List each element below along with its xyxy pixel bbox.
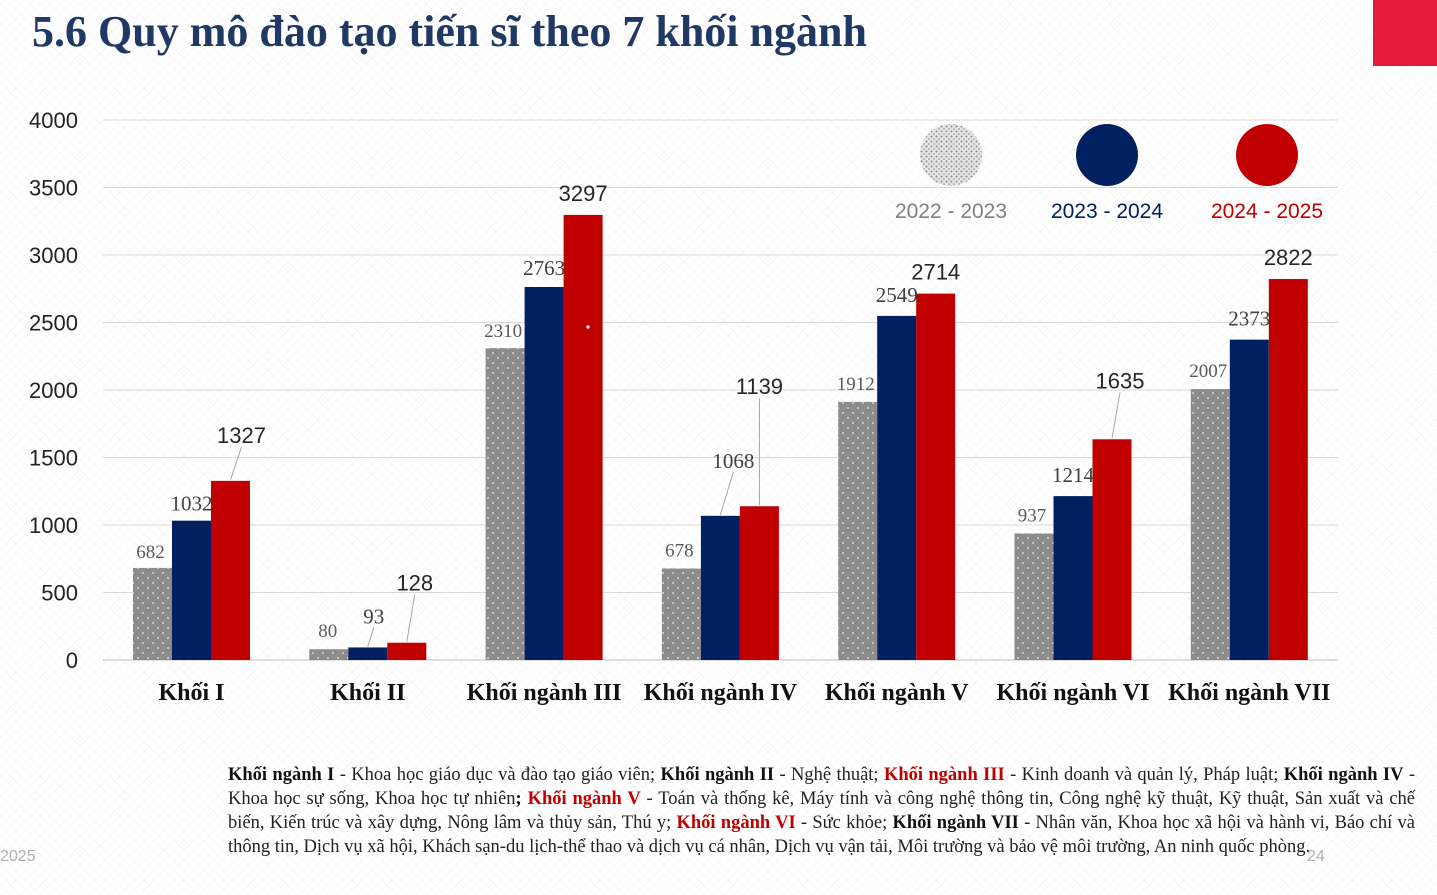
data-label: 1214 <box>1052 463 1095 487</box>
data-label: 1068 <box>712 449 754 473</box>
footnote-definitions: Khối ngành I - Khoa học giáo dục và đào … <box>228 763 1415 859</box>
bar <box>485 348 525 660</box>
bar <box>1092 439 1132 660</box>
legend-swatch <box>920 124 982 186</box>
footnote-term: Khối ngành II <box>660 765 775 785</box>
data-label: 80 <box>318 621 337 642</box>
bars <box>133 214 1308 660</box>
bar <box>309 649 349 660</box>
data-label: 2549 <box>876 283 918 307</box>
data-labels: 682 1032 1327 80 93 128 2310 2763 3297 678 1068 113… <box>136 181 1313 642</box>
watermark-icon <box>583 322 597 339</box>
footer-year: 2025 <box>0 848 36 865</box>
leader-line <box>1111 392 1121 439</box>
x-category-label: Khối II <box>330 680 405 706</box>
x-category-label: Khối ngành IV <box>644 680 798 706</box>
y-tick-label: 3000 <box>29 243 78 268</box>
y-tick-label: 1500 <box>29 446 78 471</box>
y-tick-label: 1000 <box>29 513 78 538</box>
footnote-term: Khối ngành IV <box>1283 765 1404 785</box>
footnote-term: ; <box>515 789 522 809</box>
footnote-term: Khối ngành VII <box>892 813 1019 833</box>
data-label: 93 <box>363 604 384 628</box>
bar <box>1014 533 1054 660</box>
footnote-term: Khối ngành I <box>228 765 335 785</box>
legend-label: 2024 - 2025 <box>1211 200 1323 223</box>
label-leader-lines <box>230 392 1121 647</box>
y-axis-ticks: 0 500 1000 1500 2000 2500 3000 3500 4000 <box>29 108 78 673</box>
bar <box>916 293 956 660</box>
data-label: 678 <box>665 540 694 561</box>
footnote-term: Khối ngành III <box>883 765 1005 785</box>
bar <box>211 480 250 660</box>
x-axis-categories: Khối I Khối II Khối ngành III Khối ngành IV… <box>158 680 1330 706</box>
x-category-label: Khối I <box>158 680 224 706</box>
footnote-term: Khối ngành VI <box>676 813 796 833</box>
bar <box>524 286 564 660</box>
bar <box>877 315 917 660</box>
page-number: 24 <box>1307 848 1325 865</box>
footnote-term: Khối ngành V <box>527 789 641 809</box>
data-label: 3297 <box>559 181 608 206</box>
footnote-text: - Toán và thống kê, Máy tính và công ngh… <box>228 789 1415 833</box>
corner-accent-block <box>1373 0 1437 66</box>
footnote-text: - Khoa học giáo dục và đào tạo giáo viên… <box>334 765 661 785</box>
bar <box>1268 279 1308 660</box>
bar <box>838 401 878 660</box>
footnote-text: - Khoa học sự sống, Khoa học tự nhiên <box>228 765 1415 809</box>
footnote-text: - Nhân văn, Khoa học xã hội và hành vi, … <box>228 813 1415 857</box>
data-label: 1635 <box>1096 368 1145 393</box>
data-label: 682 <box>136 542 165 563</box>
bar <box>700 515 740 660</box>
bar <box>1053 496 1093 660</box>
bar <box>172 520 211 660</box>
data-label: 1139 <box>736 374 783 399</box>
legend-label: 2023 - 2024 <box>1051 200 1163 223</box>
x-category-label: Khối ngành VI <box>997 680 1150 706</box>
slide-title: 5.6 Quy mô đào tạo tiến sĩ theo 7 khối n… <box>32 7 867 56</box>
data-label: 2310 <box>484 321 522 342</box>
leader-line <box>719 471 734 515</box>
y-tick-label: 3500 <box>29 176 78 201</box>
y-tick-label: 4000 <box>29 108 78 133</box>
data-label: 2763 <box>523 256 565 280</box>
bar <box>387 642 427 660</box>
data-label: 2373 <box>1228 307 1270 331</box>
bar <box>739 506 779 660</box>
leader-line <box>230 446 242 481</box>
gridlines <box>103 119 1338 661</box>
x-category-label: Khối ngành VII <box>1168 680 1330 706</box>
legend-swatch <box>1076 124 1138 186</box>
bar <box>1190 389 1230 660</box>
footnote-text: - Kinh doanh và quản lý, Pháp luật; <box>1004 765 1284 785</box>
leader-line <box>367 627 375 647</box>
x-category-label: Khối ngành V <box>825 680 969 706</box>
data-label: 1327 <box>217 423 266 448</box>
legend: 2022 - 2023 2023 - 2024 2024 - 2025 <box>895 124 1323 223</box>
data-label: 2714 <box>911 260 960 285</box>
y-tick-label: 500 <box>41 581 78 606</box>
bar <box>133 567 172 660</box>
footnote-text: - Sức khỏe; <box>795 813 893 833</box>
bar-chart: 0 500 1000 1500 2000 2500 3000 3500 4000 682 1032… <box>29 108 1338 706</box>
footnote-text: - Nghệ thuật; <box>774 765 884 785</box>
data-label: 1912 <box>837 374 875 395</box>
y-tick-label: 0 <box>66 648 78 673</box>
bar <box>348 647 388 660</box>
data-label: 2007 <box>1189 361 1227 382</box>
y-tick-label: 2000 <box>29 378 78 403</box>
bar <box>1229 339 1269 660</box>
bar <box>661 568 701 660</box>
legend-label: 2022 - 2023 <box>895 200 1007 223</box>
data-label: 1032 <box>171 492 213 516</box>
data-label: 128 <box>396 571 433 596</box>
bar <box>563 214 603 660</box>
data-label: 2822 <box>1264 245 1313 270</box>
legend-swatch <box>1236 124 1298 186</box>
leader-line <box>406 594 416 642</box>
data-label: 937 <box>1018 506 1047 527</box>
x-category-label: Khối ngành III <box>467 680 622 706</box>
y-tick-label: 2500 <box>29 311 78 336</box>
